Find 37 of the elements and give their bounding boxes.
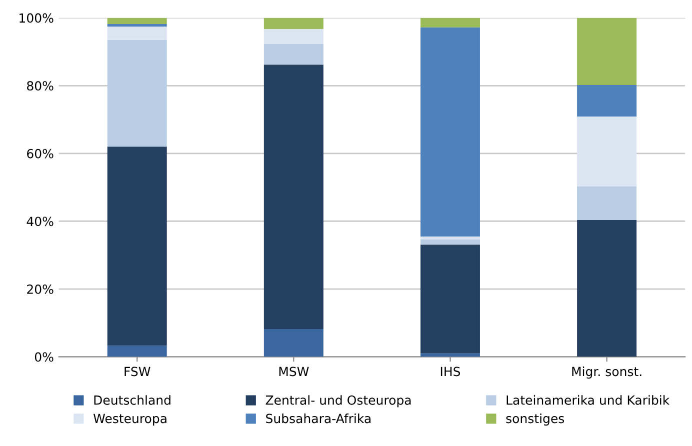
bar <box>264 64 324 330</box>
legend-label: Deutschland <box>94 395 170 405</box>
bar <box>420 18 480 28</box>
bar <box>577 84 637 116</box>
bar <box>107 40 167 147</box>
y-tick-label: 20% <box>27 284 54 294</box>
y-tick-label: 60% <box>27 148 54 158</box>
y-tick-label: 0% <box>34 352 54 362</box>
bar <box>577 18 637 85</box>
legend-label: Lateinamerika und Karibik <box>506 395 670 405</box>
bar <box>107 26 167 40</box>
x-tick-label: IHS <box>440 366 460 376</box>
bar <box>577 220 637 357</box>
bar <box>420 27 480 236</box>
bar <box>577 116 637 186</box>
x-tick-label: Migr. sonst. <box>572 366 642 379</box>
legend-label: sonstiges <box>506 414 564 426</box>
bar <box>107 146 167 346</box>
bar <box>264 29 324 44</box>
x-tick-label: FSW <box>124 366 150 376</box>
legend-label: Westeuropa <box>93 414 166 426</box>
bar <box>420 244 480 354</box>
y-tick-label: 40% <box>26 216 54 226</box>
legend-label: Subsahara-Afrika <box>266 414 370 424</box>
y-tick-label: 100% <box>20 13 54 23</box>
x-tick-label: MSW <box>279 366 309 376</box>
y-tick-label: 80% <box>27 81 54 91</box>
bar <box>107 24 167 27</box>
bar <box>107 18 167 24</box>
bar <box>264 44 324 65</box>
bar <box>577 186 637 220</box>
bar <box>264 329 324 357</box>
bar <box>420 240 480 245</box>
bar <box>420 236 480 240</box>
bar <box>107 346 167 357</box>
bar <box>264 18 324 30</box>
legend-label: Zentral- und Osteuropa <box>266 395 411 408</box>
